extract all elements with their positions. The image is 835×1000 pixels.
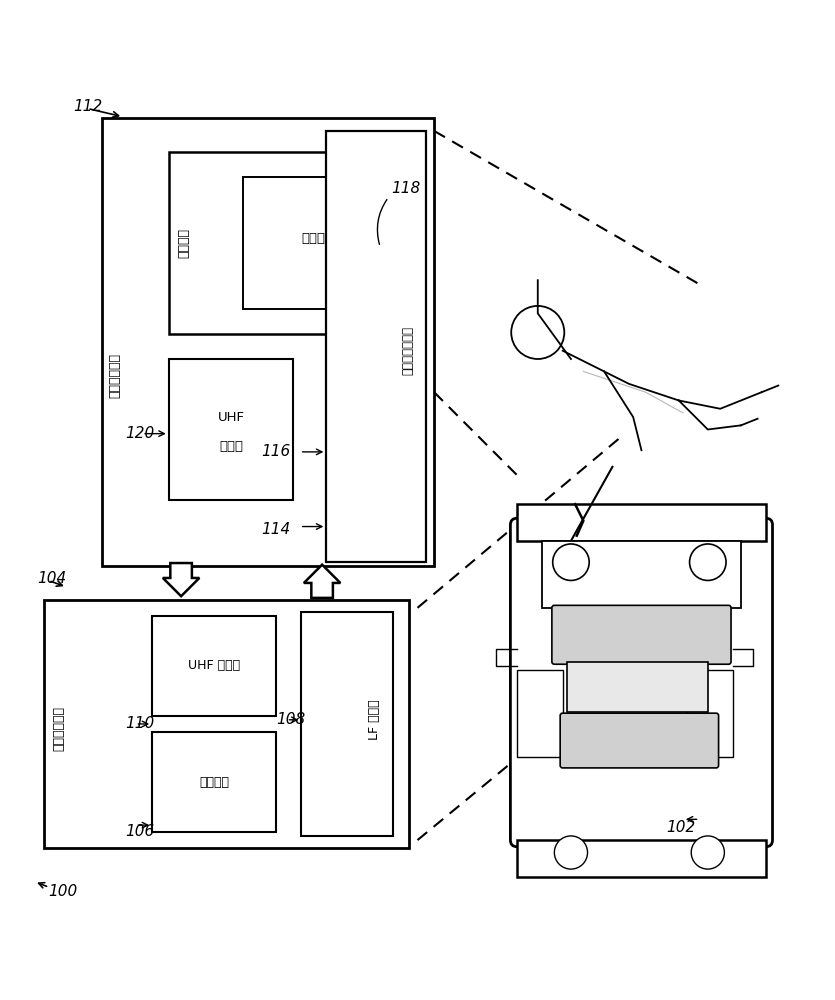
Text: 交通工具基站: 交通工具基站 [53, 706, 66, 751]
Bar [517, 670, 563, 757]
Bar [169, 359, 293, 500]
Text: 106: 106 [125, 824, 154, 839]
FancyArrow shape [304, 565, 341, 598]
Text: 116: 116 [261, 444, 291, 459]
Circle shape [554, 836, 588, 869]
Text: 102: 102 [666, 820, 696, 835]
Text: LF 收发器: LF 收发器 [368, 699, 381, 740]
Text: 控制单元: 控制单元 [200, 776, 230, 789]
Bar [152, 616, 276, 716]
Text: 118: 118 [391, 181, 420, 196]
Bar [169, 152, 401, 334]
FancyBboxPatch shape [552, 605, 731, 664]
Circle shape [691, 836, 725, 869]
FancyArrow shape [163, 563, 200, 596]
Text: 120: 120 [125, 426, 154, 441]
Bar [301, 612, 392, 836]
Text: 检测器: 检测器 [301, 232, 326, 245]
Bar [517, 840, 766, 877]
Bar [243, 177, 384, 309]
Text: UHF 接收器: UHF 接收器 [188, 659, 240, 672]
Bar [687, 670, 732, 757]
Text: 110: 110 [125, 716, 154, 731]
Bar [152, 732, 276, 832]
FancyBboxPatch shape [560, 713, 719, 768]
Circle shape [553, 544, 590, 580]
Text: 100: 100 [48, 884, 78, 899]
Bar [517, 504, 766, 541]
Text: 108: 108 [276, 712, 306, 727]
Text: 114: 114 [261, 522, 291, 537]
FancyBboxPatch shape [510, 518, 772, 847]
Text: UHF: UHF [217, 411, 245, 424]
Text: 微控制器: 微控制器 [177, 228, 190, 258]
Bar [542, 541, 741, 608]
Bar [44, 600, 409, 848]
Circle shape [690, 544, 726, 580]
Text: 模拟前端接收器: 模拟前端接收器 [401, 326, 414, 375]
Text: 112: 112 [73, 99, 103, 114]
Bar [567, 662, 708, 712]
Bar [326, 131, 426, 562]
Text: 无线鑰匙设备: 无线鑰匙设备 [109, 353, 121, 398]
Text: 104: 104 [38, 571, 67, 586]
Text: 发射器: 发射器 [219, 440, 243, 453]
Bar [103, 118, 434, 566]
